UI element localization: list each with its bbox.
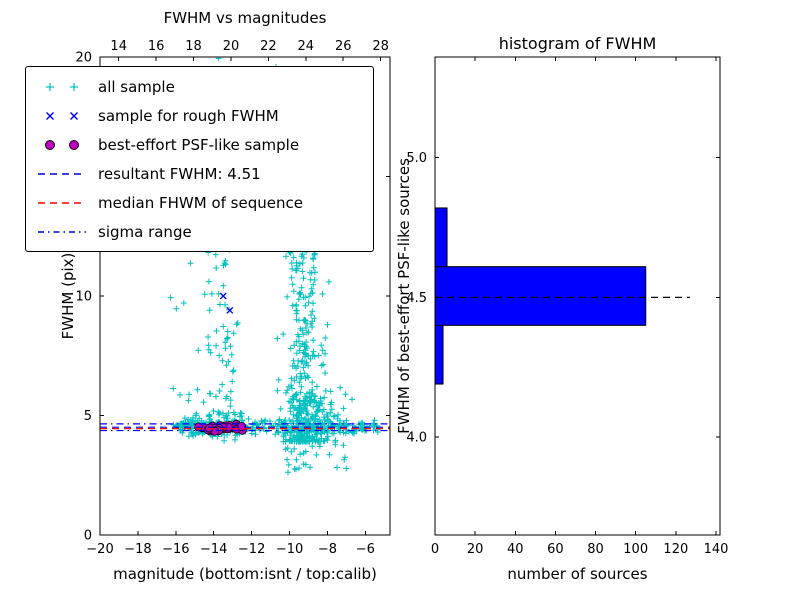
- svg-text:−18: −18: [124, 542, 151, 557]
- scatter-title: FWHM vs magnitudes: [163, 9, 327, 27]
- svg-text:0: 0: [84, 529, 92, 544]
- plus-marker-icon: [46, 82, 78, 91]
- dashed-line-icon: [38, 172, 86, 175]
- circle-marker-icon: [45, 139, 79, 150]
- scatter-ylabel: FWHM (pix): [59, 252, 77, 340]
- svg-text:18: 18: [185, 39, 202, 54]
- dashed-line-icon: [38, 201, 86, 204]
- legend: all sample sample for rough FWHM best-ef…: [25, 66, 374, 252]
- legend-label: all sample: [98, 77, 175, 96]
- svg-text:−14: −14: [200, 542, 227, 557]
- svg-text:14: 14: [110, 39, 127, 54]
- x-marker-icon: [46, 111, 78, 120]
- histogram-ylabel: FWHM of best-effort PSF-like sources: [395, 158, 413, 434]
- legend-entry-rough-fwhm: sample for rough FWHM: [36, 101, 363, 130]
- scatter-xlabel: magnitude (bottom:isnt / top:calib): [113, 565, 377, 583]
- svg-text:10: 10: [75, 290, 92, 305]
- legend-entry-all-sample: all sample: [36, 72, 363, 101]
- svg-text:−6: −6: [356, 542, 375, 557]
- dashdot-line-icon: [38, 230, 86, 233]
- legend-label: median FHWM of sequence: [98, 193, 303, 212]
- histogram-xlabel: number of sources: [507, 565, 648, 583]
- svg-text:80: 80: [587, 542, 604, 557]
- svg-text:−20: −20: [86, 542, 113, 557]
- svg-text:−12: −12: [238, 542, 265, 557]
- svg-text:−10: −10: [276, 542, 303, 557]
- svg-text:5: 5: [84, 409, 92, 424]
- svg-text:60: 60: [547, 542, 564, 557]
- legend-entry-psf-sample: best-effort PSF-like sample: [36, 130, 363, 159]
- legend-entry-median-fwhm: median FHWM of sequence: [36, 188, 363, 217]
- svg-text:26: 26: [335, 39, 352, 54]
- svg-text:20: 20: [75, 51, 92, 66]
- svg-text:140: 140: [704, 542, 729, 557]
- svg-text:20: 20: [223, 39, 240, 54]
- svg-text:100: 100: [623, 542, 648, 557]
- legend-label: sigma range: [98, 222, 192, 241]
- svg-text:24: 24: [298, 39, 315, 54]
- svg-text:−16: −16: [162, 542, 189, 557]
- svg-text:4.5: 4.5: [406, 291, 427, 306]
- legend-label: sample for rough FWHM: [98, 106, 279, 125]
- legend-entry-resultant-fwhm: resultant FWHM: 4.51: [36, 159, 363, 188]
- svg-text:4.0: 4.0: [406, 431, 427, 446]
- legend-label: resultant FWHM: 4.51: [98, 164, 261, 183]
- legend-label: best-effort PSF-like sample: [98, 135, 300, 154]
- svg-text:20: 20: [467, 542, 484, 557]
- svg-text:22: 22: [260, 39, 277, 54]
- legend-entry-sigma-range: sigma range: [36, 217, 363, 246]
- svg-text:−8: −8: [318, 542, 337, 557]
- svg-text:16: 16: [148, 39, 165, 54]
- svg-text:120: 120: [663, 542, 688, 557]
- histogram-title: histogram of FWHM: [498, 34, 657, 53]
- svg-text:5.0: 5.0: [406, 151, 427, 166]
- svg-text:28: 28: [372, 39, 389, 54]
- svg-text:0: 0: [431, 542, 439, 557]
- svg-text:40: 40: [507, 542, 524, 557]
